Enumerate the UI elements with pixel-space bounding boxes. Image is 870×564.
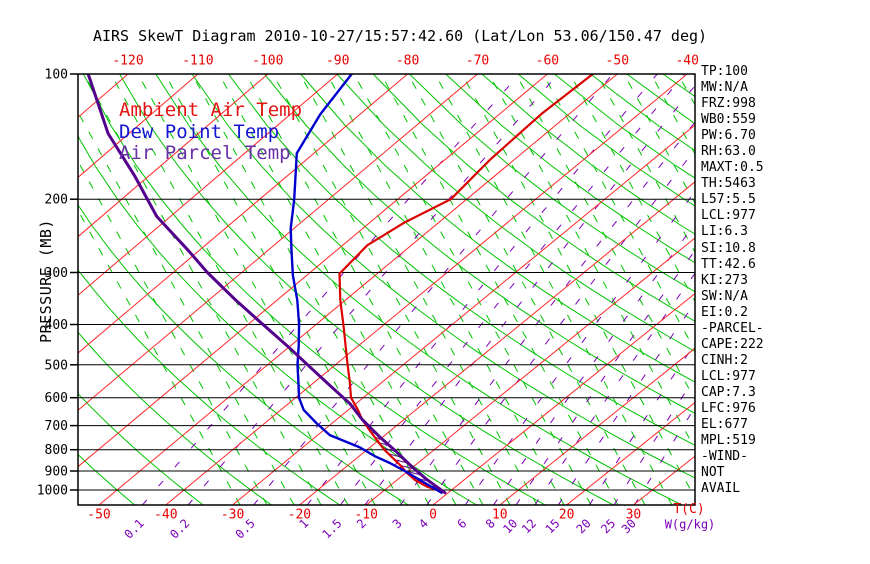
svg-text:-10: -10 (354, 508, 377, 523)
stat-line: LI:6.3 (701, 224, 748, 240)
svg-text:20: 20 (559, 508, 575, 523)
stat-line: -WIND- (701, 449, 748, 465)
svg-text:-90: -90 (326, 54, 349, 69)
svg-text:800: 800 (45, 443, 68, 458)
svg-text:-70: -70 (466, 54, 489, 69)
svg-text:1.5: 1.5 (319, 516, 344, 541)
svg-text:6: 6 (455, 516, 470, 531)
stat-line: LCL:977 (701, 368, 756, 384)
stat-line: RH:63.0 (701, 144, 756, 160)
air-parcel-curve (86, 74, 447, 495)
pressure-axis-ticks: 100 200 300 400 500 600 700 800 900 1000 (37, 68, 78, 499)
svg-text:25: 25 (598, 516, 618, 536)
svg-text:-120: -120 (112, 54, 143, 69)
stat-line: L57:5.5 (701, 192, 756, 208)
moist-adiabat-grid (78, 74, 695, 505)
stat-line: WB0:559 (701, 112, 756, 128)
stat-line: NOT (701, 465, 725, 481)
stat-line: PW:6.70 (701, 128, 756, 144)
plot-frame (77, 73, 696, 506)
legend-item-dewpoint: Dew Point Temp (119, 120, 280, 143)
svg-text:-40: -40 (154, 508, 177, 523)
svg-text:-40: -40 (675, 54, 698, 69)
stat-line: TH:5463 (701, 176, 756, 192)
svg-text:-50: -50 (87, 508, 110, 523)
svg-text:600: 600 (45, 391, 68, 406)
stat-line: MAXT:0.5 (701, 160, 764, 176)
svg-text:30: 30 (626, 508, 642, 523)
stat-line: LCL:977 (701, 208, 756, 224)
stat-line: LFC:976 (701, 400, 756, 416)
stat-line: EL:677 (701, 417, 748, 433)
temp-unit-label: T(C) (673, 502, 704, 517)
bottom-axis-labels: -50 -40 -30 -20 -10 0 10 20 30 T(C) (87, 502, 704, 523)
svg-text:-50: -50 (606, 54, 629, 69)
stat-line: EI:0.2 (701, 304, 748, 320)
svg-text:200: 200 (45, 193, 68, 208)
svg-text:100: 100 (45, 68, 68, 83)
isotherm-grid (78, 74, 695, 505)
svg-text:0.1: 0.1 (121, 516, 146, 541)
svg-text:-100: -100 (252, 54, 283, 69)
svg-text:-60: -60 (536, 54, 559, 69)
mixing-unit-label: W(g/kg) (665, 518, 716, 532)
top-axis-labels: -120 -110 -100 -90 -80 -70 -60 -50 -40 (112, 54, 699, 69)
svg-text:700: 700 (45, 419, 68, 434)
svg-text:-110: -110 (182, 54, 213, 69)
stat-line: MW:N/A (701, 80, 748, 96)
svg-text:1000: 1000 (37, 484, 68, 499)
stat-line: KI:273 (701, 272, 748, 288)
legend-item-parcel: Air Parcel Temp (119, 142, 291, 164)
svg-text:12: 12 (519, 516, 539, 536)
svg-text:300: 300 (45, 266, 68, 281)
stat-line: CAPE:222 (701, 336, 764, 352)
stat-line: CINH:2 (701, 352, 748, 368)
ambient-temp-curve (338, 74, 594, 494)
stat-line: AVAIL (701, 481, 741, 497)
dry-adiabat-grid (78, 74, 695, 505)
stats-panel: TP:100 MW:N/A FRZ:998 WB0:559 PW:6.70 RH:63.0… (701, 64, 764, 497)
dewpoint-temp-curve (289, 74, 443, 494)
stat-line: TP:100 (701, 64, 748, 79)
svg-text:-80: -80 (396, 54, 419, 69)
stat-line: FRZ:998 (701, 96, 756, 112)
stat-line: MPL:519 (701, 433, 756, 449)
svg-text:500: 500 (45, 358, 68, 373)
stat-line: TT:42.6 (701, 256, 756, 272)
stat-line: CAP:7.3 (701, 384, 756, 400)
chart-title: AIRS SkewT Diagram 2010-10-27/15:57:42.6… (92, 27, 708, 45)
svg-text:-30: -30 (221, 508, 244, 523)
svg-text:400: 400 (45, 318, 68, 333)
svg-text:20: 20 (574, 516, 594, 536)
svg-text:-20: -20 (288, 508, 311, 523)
svg-text:10: 10 (492, 508, 508, 523)
svg-text:0: 0 (429, 508, 437, 523)
svg-text:900: 900 (45, 465, 68, 480)
stat-line: SI:10.8 (701, 240, 756, 256)
stat-line: SW:N/A (701, 288, 748, 304)
legend-item-ambient: Ambient Air Temp (119, 99, 303, 121)
stat-line: -PARCEL- (701, 320, 764, 336)
chart-legend: Ambient Air Temp Dew Point Temp Air Parc… (119, 99, 303, 165)
svg-text:3: 3 (390, 516, 405, 531)
